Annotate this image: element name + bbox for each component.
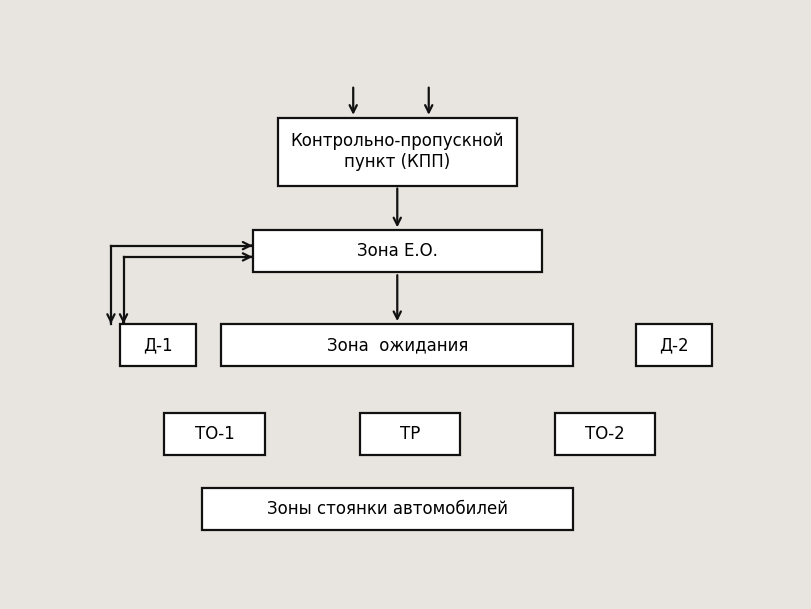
Bar [221,324,573,366]
Text: Зоны стоянки автомобилей: Зоны стоянки автомобилей [267,500,508,518]
Text: Зона Е.О.: Зона Е.О. [356,242,437,260]
Text: Д-1: Д-1 [144,336,173,354]
Text: Д-2: Д-2 [659,336,688,354]
Text: ТО-2: ТО-2 [585,425,624,443]
Text: Контрольно-пропускной
пункт (КПП): Контрольно-пропускной пункт (КПП) [290,132,504,171]
Bar [277,118,517,186]
Bar [554,413,654,456]
Bar [164,413,264,456]
Bar [120,324,195,366]
Bar [636,324,711,366]
Text: ТР: ТР [399,425,419,443]
Bar [252,230,542,272]
Bar [202,488,573,530]
Bar [359,413,460,456]
Text: Зона  ожидания: Зона ожидания [326,336,467,354]
Text: ТО-1: ТО-1 [195,425,234,443]
